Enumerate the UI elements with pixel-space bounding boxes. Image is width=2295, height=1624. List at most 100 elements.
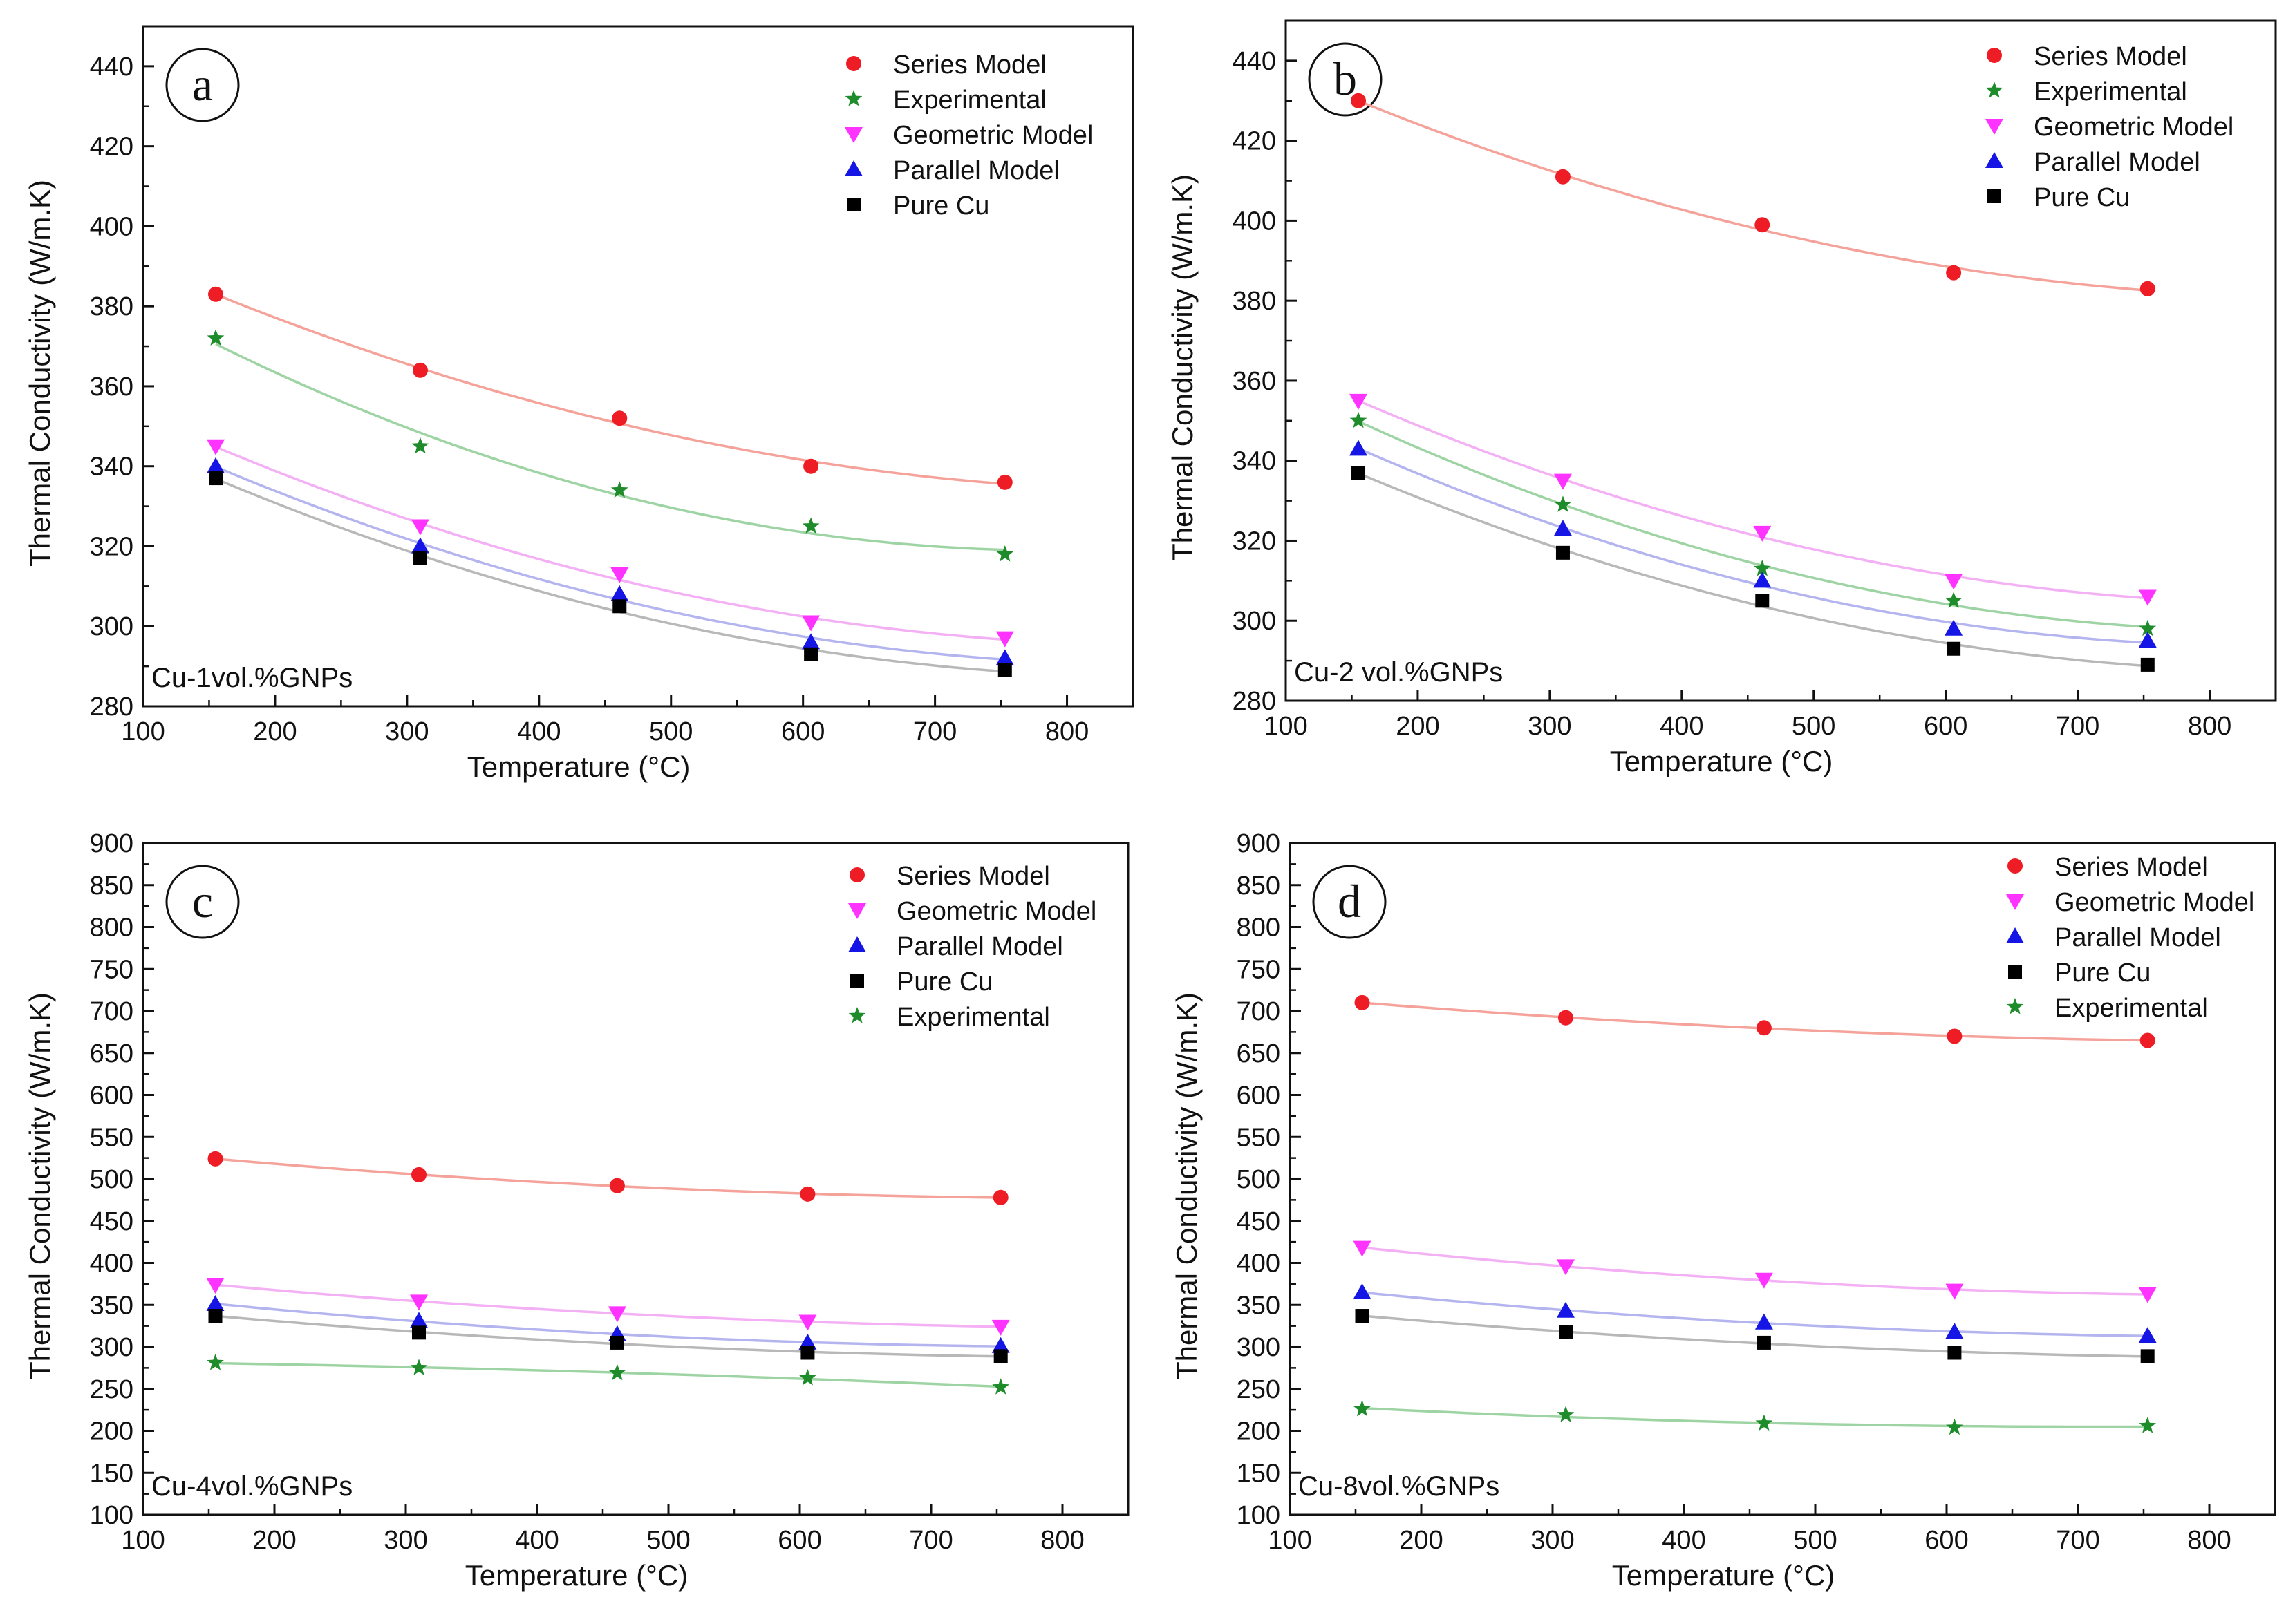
x-tick-label: 700 (2056, 712, 2099, 741)
data-point-series_model (411, 1167, 427, 1182)
fit-curve-pure_cu (1358, 472, 2148, 668)
data-point-experimental (1554, 495, 1572, 512)
y-tick-label: 750 (90, 955, 133, 984)
panel-letter: a (192, 58, 213, 111)
y-tick-label: 600 (1237, 1082, 1280, 1111)
y-tick-label: 300 (90, 1333, 133, 1362)
series-pure_cu (208, 1309, 1008, 1363)
data-point-series_model (1555, 169, 1571, 185)
fit-curve-pure_cu (1362, 1314, 2148, 1358)
panel-letter-badge (165, 48, 240, 122)
legend-marker-series_model (1987, 48, 2002, 63)
legend-label-series_model: Series Model (897, 862, 1050, 891)
legend-label-geometric_model: Geometric Model (897, 897, 1096, 926)
data-point-experimental (2139, 619, 2157, 636)
y-tick-label: 850 (1237, 871, 1280, 900)
data-point-series_model (609, 1178, 625, 1193)
y-tick-label: 800 (1237, 914, 1280, 943)
fit-curve-parallel_model (215, 465, 1005, 661)
composition-annotation: Cu-1vol.%GNPs (151, 663, 353, 693)
x-tick-label: 500 (1793, 1526, 1837, 1555)
y-tick-label: 600 (90, 1082, 133, 1111)
x-tick-label: 700 (909, 1526, 953, 1555)
legend-label-series_model: Series Model (893, 50, 1047, 79)
legend-label-parallel_model: Parallel Model (2034, 148, 2200, 177)
fit-curve-pure_cu (215, 1314, 1001, 1358)
x-tick-label: 300 (1528, 712, 1571, 741)
x-tick-label: 800 (1040, 1526, 1084, 1555)
y-tick-label: 350 (90, 1291, 133, 1320)
x-tick-label: 300 (1530, 1526, 1574, 1555)
y-tick-label: 380 (90, 292, 133, 321)
data-point-parallel_model (206, 1295, 225, 1312)
x-tick-label: 500 (646, 1526, 690, 1555)
y-tick-label: 440 (90, 53, 133, 82)
fit-curves (1362, 1001, 2148, 1428)
y-tick-label: 420 (90, 133, 133, 162)
series-parallel_model (1349, 440, 2157, 648)
data-point-series_model (2139, 1032, 2155, 1048)
data-point-series_model (800, 1186, 816, 1202)
legend-marker-pure_cu (2008, 965, 2022, 979)
data-point-parallel_model (1353, 1283, 1371, 1300)
y-tick-label: 100 (1237, 1501, 1280, 1530)
data-point-series_model (1354, 994, 1370, 1010)
series-series_model (1354, 994, 2155, 1048)
y-tick-label: 750 (1237, 955, 1280, 984)
data-point-pure_cu (413, 551, 427, 565)
composition-annotation: Cu-2 vol.%GNPs (1294, 657, 1503, 688)
x-tick-label: 400 (1660, 712, 1703, 741)
series-geometric_model (206, 1278, 1010, 1336)
x-tick-label: 700 (2056, 1526, 2099, 1555)
data-point-experimental (411, 437, 429, 454)
series-pure_cu (1355, 1309, 2155, 1363)
legend-label-series_model: Series Model (2054, 853, 2208, 882)
legend-label-pure_cu: Pure Cu (897, 967, 993, 997)
data-point-parallel_model (1945, 1323, 1964, 1339)
fit-curves (1358, 100, 2148, 668)
legend-label-experimental: Experimental (2054, 994, 2208, 1023)
data-point-geometric_model (995, 631, 1014, 648)
data-point-experimental (996, 545, 1014, 562)
data-point-geometric_model (1557, 1259, 1575, 1276)
y-tick-label: 400 (90, 212, 133, 241)
data-point-pure_cu (612, 599, 627, 614)
series-experimental (1349, 411, 2157, 636)
data-point-pure_cu (1755, 594, 1770, 608)
fit-curve-experimental (215, 1361, 1001, 1388)
x-tick-label: 200 (253, 717, 297, 746)
data-point-parallel_model (995, 649, 1014, 665)
data-point-pure_cu (800, 1346, 815, 1360)
panel-letter: c (192, 875, 213, 927)
legend-marker-series_model (850, 867, 865, 882)
panel-letter-badge (165, 865, 240, 939)
y-tick-label: 500 (1237, 1165, 1280, 1194)
data-point-pure_cu (1947, 641, 1961, 656)
data-point-geometric_model (1553, 473, 1572, 490)
y-axis-title: Thermal Conductivity (W/m.K) (24, 992, 56, 1379)
y-tick-label: 400 (1233, 207, 1276, 236)
data-point-experimental (1753, 560, 1771, 576)
x-tick-label: 300 (384, 1526, 427, 1555)
fit-curves (215, 1158, 1001, 1388)
legend-label-pure_cu: Pure Cu (2034, 183, 2130, 212)
data-point-geometric_model (991, 1319, 1010, 1336)
y-tick-label: 650 (1237, 1039, 1280, 1068)
legend-marker-geometric_model (845, 127, 863, 143)
data-point-series_model (1947, 1028, 1963, 1044)
fit-curve-experimental (1362, 1406, 2148, 1428)
y-tick-label: 320 (1233, 527, 1276, 556)
data-point-pure_cu (208, 1309, 223, 1323)
legend-label-experimental: Experimental (897, 1003, 1050, 1032)
fit-curve-geometric_model (215, 445, 1005, 641)
y-tick-label: 900 (1237, 829, 1280, 858)
x-tick-label: 800 (2188, 712, 2231, 741)
y-tick-label: 280 (90, 692, 133, 721)
data-point-pure_cu (1351, 466, 1366, 480)
y-axis-title: Thermal Conductivity (W/m.K) (1166, 174, 1199, 561)
fit-curve-geometric_model (1358, 399, 2148, 600)
data-point-geometric_model (798, 1314, 817, 1331)
series-geometric_model (1349, 393, 2157, 606)
data-point-parallel_model (1557, 1301, 1575, 1318)
